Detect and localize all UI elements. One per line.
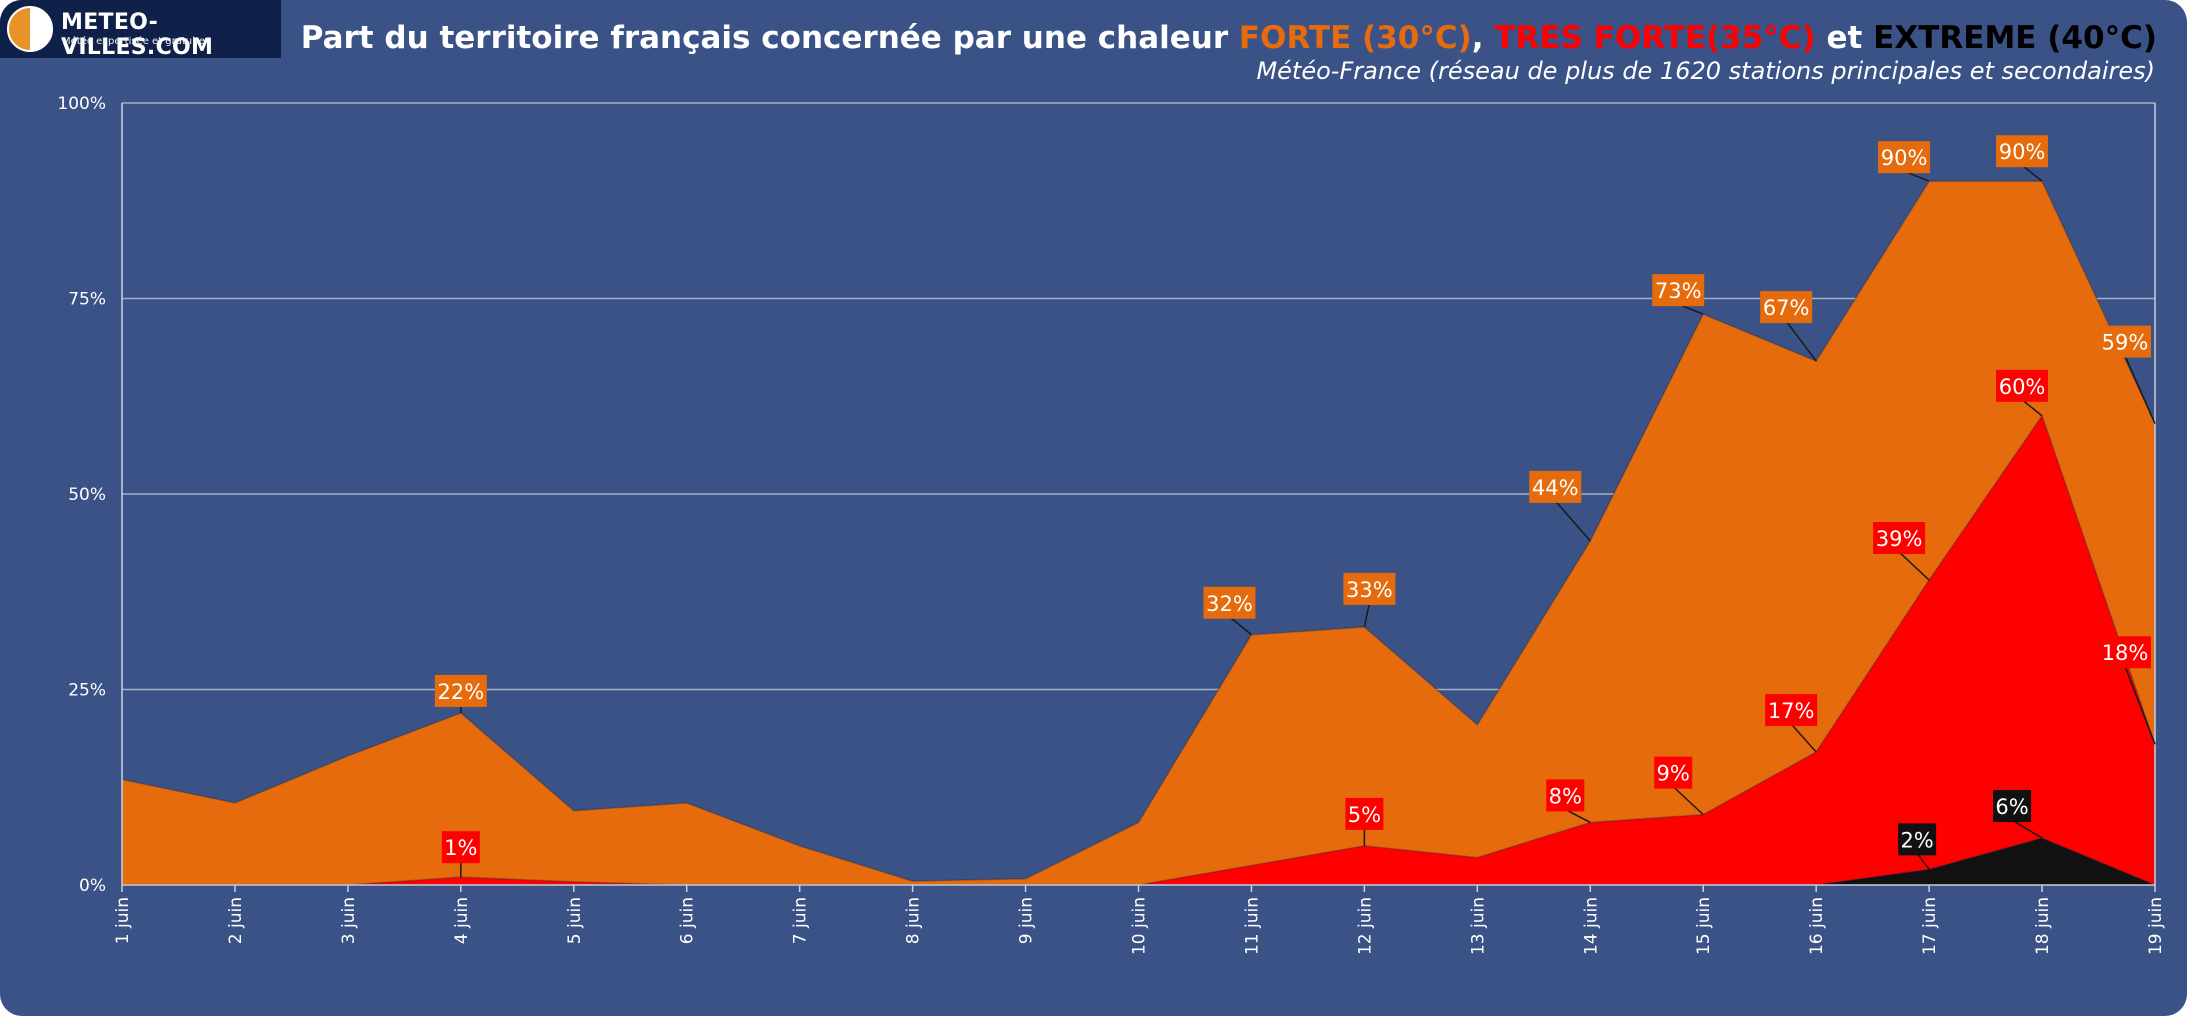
series-area-0: [122, 181, 2155, 885]
x-tick-label: 4 juin: [452, 897, 472, 944]
x-tick-label: 5 juin: [565, 897, 585, 944]
y-tick-label: 50%: [68, 485, 106, 505]
data-label: 6%: [1995, 795, 2028, 819]
x-tick-label: 14 juin: [1581, 897, 1601, 955]
data-label: 22%: [437, 680, 484, 704]
data-label-box: [1345, 797, 1384, 830]
chart-title: Part du territoire français concernée pa…: [301, 20, 2157, 56]
data-label-leader: [1564, 808, 1591, 824]
x-tick-label: 9 juin: [1017, 897, 1037, 944]
x-tick-label: 18 juin: [2033, 897, 2053, 955]
data-label-box: [1546, 779, 1585, 812]
data-label: 33%: [1346, 578, 1393, 602]
data-label-leader: [1785, 320, 1817, 362]
data-label-box: [1760, 291, 1813, 324]
data-label-leader: [2021, 164, 2043, 182]
data-label: 73%: [1655, 279, 1702, 303]
data-label: 2%: [1900, 828, 1933, 852]
x-tick-label: 11 juin: [1242, 897, 1262, 955]
data-label: 90%: [1999, 140, 2046, 164]
series-area-1: [122, 415, 2155, 885]
x-tick-label: 7 juin: [791, 897, 811, 944]
x-tick-label: 13 juin: [1468, 897, 1488, 955]
title-sep: ,: [1471, 20, 1495, 56]
data-label-leader: [2021, 399, 2043, 417]
y-tick-label: 25%: [68, 681, 106, 701]
data-label-leader: [1898, 551, 1930, 581]
data-label: 1%: [444, 836, 477, 860]
data-label-box: [1996, 369, 2049, 402]
title-and: et: [1815, 20, 1874, 56]
series-area-2: [122, 838, 2155, 885]
data-label: 60%: [1999, 375, 2046, 399]
logo-tagline: Météo expertisée et gratuite: [62, 36, 205, 47]
data-label: 90%: [1881, 146, 1928, 170]
data-label-box: [1529, 470, 1582, 503]
data-label-box: [1996, 135, 2049, 168]
x-tick-label: 6 juin: [678, 897, 698, 944]
data-label-leader: [2124, 355, 2156, 424]
data-label: 67%: [1763, 296, 1810, 320]
data-label-leader: [2124, 665, 2156, 745]
title-prefix: Part du territoire français concernée pa…: [300, 20, 1239, 56]
logo-name: METEO-VILLES.COM: [61, 10, 214, 60]
data-label-box: [2099, 636, 2151, 669]
x-tick-label: 10 juin: [1130, 897, 1150, 955]
x-tick-label: 12 juin: [1355, 897, 1375, 955]
data-label-box: [1898, 823, 1937, 856]
x-tick-label: 17 juin: [1920, 897, 1940, 955]
data-label: 39%: [1876, 527, 1923, 551]
data-label-box: [441, 831, 480, 864]
data-label-leader: [1363, 602, 1371, 628]
data-label-box: [1654, 756, 1693, 789]
data-label-box: [1993, 790, 2032, 823]
data-label-box: [2099, 325, 2151, 358]
x-tick-label: 3 juin: [339, 897, 359, 944]
y-tick-label: 75%: [68, 290, 106, 310]
data-label-leader: [1790, 723, 1817, 753]
data-label: 5%: [1348, 803, 1381, 827]
data-label-box: [1878, 141, 1931, 174]
x-tick-label: 8 juin: [904, 897, 924, 944]
data-label-box: [1343, 572, 1396, 605]
chart-subtitle: Météo-France (réseau de plus de 1620 sta…: [1256, 57, 2155, 85]
data-label-box: [1203, 586, 1256, 619]
y-tick-label: 100%: [57, 94, 106, 114]
data-label: 18%: [2102, 641, 2149, 665]
data-label-leader: [2011, 819, 2043, 839]
data-label: 32%: [1206, 592, 1253, 616]
x-tick-label: 1 juin: [113, 897, 133, 944]
x-tick-label: 19 juin: [2146, 897, 2166, 955]
title-forte: FORTE (30°C): [1238, 20, 1472, 56]
data-label-box: [434, 674, 487, 707]
x-tick-label: 15 juin: [1694, 897, 1714, 955]
y-tick-label: 0%: [79, 876, 106, 896]
data-label-leader: [1916, 852, 1930, 870]
data-label-box: [1873, 522, 1926, 555]
data-label: 8%: [1549, 784, 1582, 808]
title-extreme: EXTREME (40°C): [1873, 20, 2157, 56]
sun-moon-icon: [7, 6, 53, 52]
title-tres-forte: TRES FORTE(35°C): [1494, 20, 1816, 56]
data-label: 17%: [1768, 699, 1815, 723]
x-tick-label: 16 juin: [1807, 897, 1827, 955]
data-label-leader: [1554, 500, 1591, 542]
data-label: 59%: [2102, 331, 2149, 355]
data-label-leader: [1228, 616, 1252, 636]
data-label: 9%: [1657, 762, 1690, 786]
data-label: 44%: [1532, 476, 1579, 500]
data-label-box: [1765, 694, 1818, 727]
data-label-box: [1652, 274, 1705, 307]
site-logo[interactable]: METEO-VILLES.COM Météo expertisée et gra…: [0, 0, 281, 60]
x-tick-label: 2 juin: [226, 897, 246, 944]
data-label-leader: [1672, 786, 1704, 816]
